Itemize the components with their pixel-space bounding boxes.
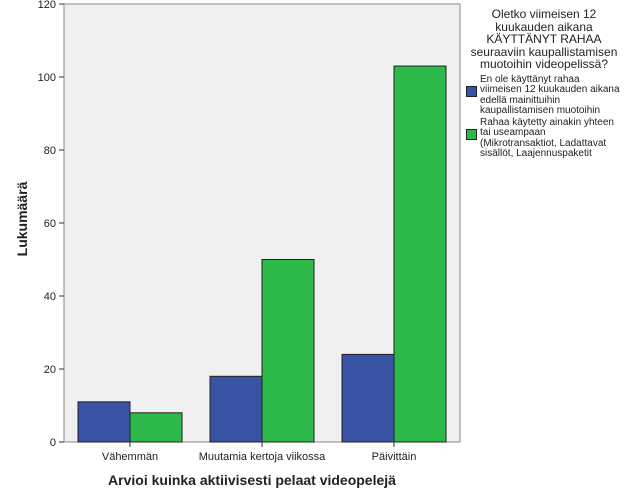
bar-green — [393, 65, 447, 443]
y-tick-label: 60 — [44, 218, 56, 230]
legend-title: Oletko viimeisen 12 kuukauden aikana KÄY… — [470, 7, 618, 71]
x-tick-label: Vähemmän — [102, 451, 158, 463]
x-axis: Vähemmän Muutamia kertoja viikossa Päivitt… — [102, 442, 416, 463]
y-tick-label: 120 — [38, 0, 56, 11]
legend-label: En ole käyttänyt rahaa viimeisen 12 kuuk… — [480, 73, 620, 116]
legend: Oletko viimeisen 12 kuukauden aikana KÄY… — [466, 8, 622, 160]
x-axis-title: Arvioi kuinka aktiivisesti pelaat videop… — [108, 472, 396, 488]
bars — [77, 65, 447, 443]
bar-blue — [341, 353, 395, 443]
legend-item-no-money: En ole käyttänyt rahaa viimeisen 12 kuuk… — [466, 73, 622, 117]
legend-swatch-green — [466, 128, 477, 140]
y-tick-label: 80 — [44, 145, 56, 157]
y-axis: 0 20 40 60 80 100 120 — [38, 0, 64, 449]
bar-green — [261, 259, 315, 443]
bar-green — [129, 412, 183, 443]
y-tick-label: 20 — [44, 364, 56, 376]
y-tick-label: 0 — [50, 437, 56, 449]
legend-item-money-spent: Rahaa käytetty ainakin yhteen tai useamp… — [466, 116, 622, 160]
bar-blue — [77, 401, 131, 443]
bar-blue — [209, 375, 263, 443]
x-tick-label: Muutamia kertoja viikossa — [199, 451, 326, 463]
x-tick-label: Päivittäin — [372, 451, 417, 463]
legend-label: Rahaa käytetty ainakin yhteen tai useamp… — [480, 116, 614, 159]
y-tick-label: 100 — [38, 72, 56, 84]
y-axis-title: Lukumäärä — [14, 181, 30, 256]
legend-swatch-blue — [466, 85, 477, 97]
y-tick-label: 40 — [44, 291, 56, 303]
